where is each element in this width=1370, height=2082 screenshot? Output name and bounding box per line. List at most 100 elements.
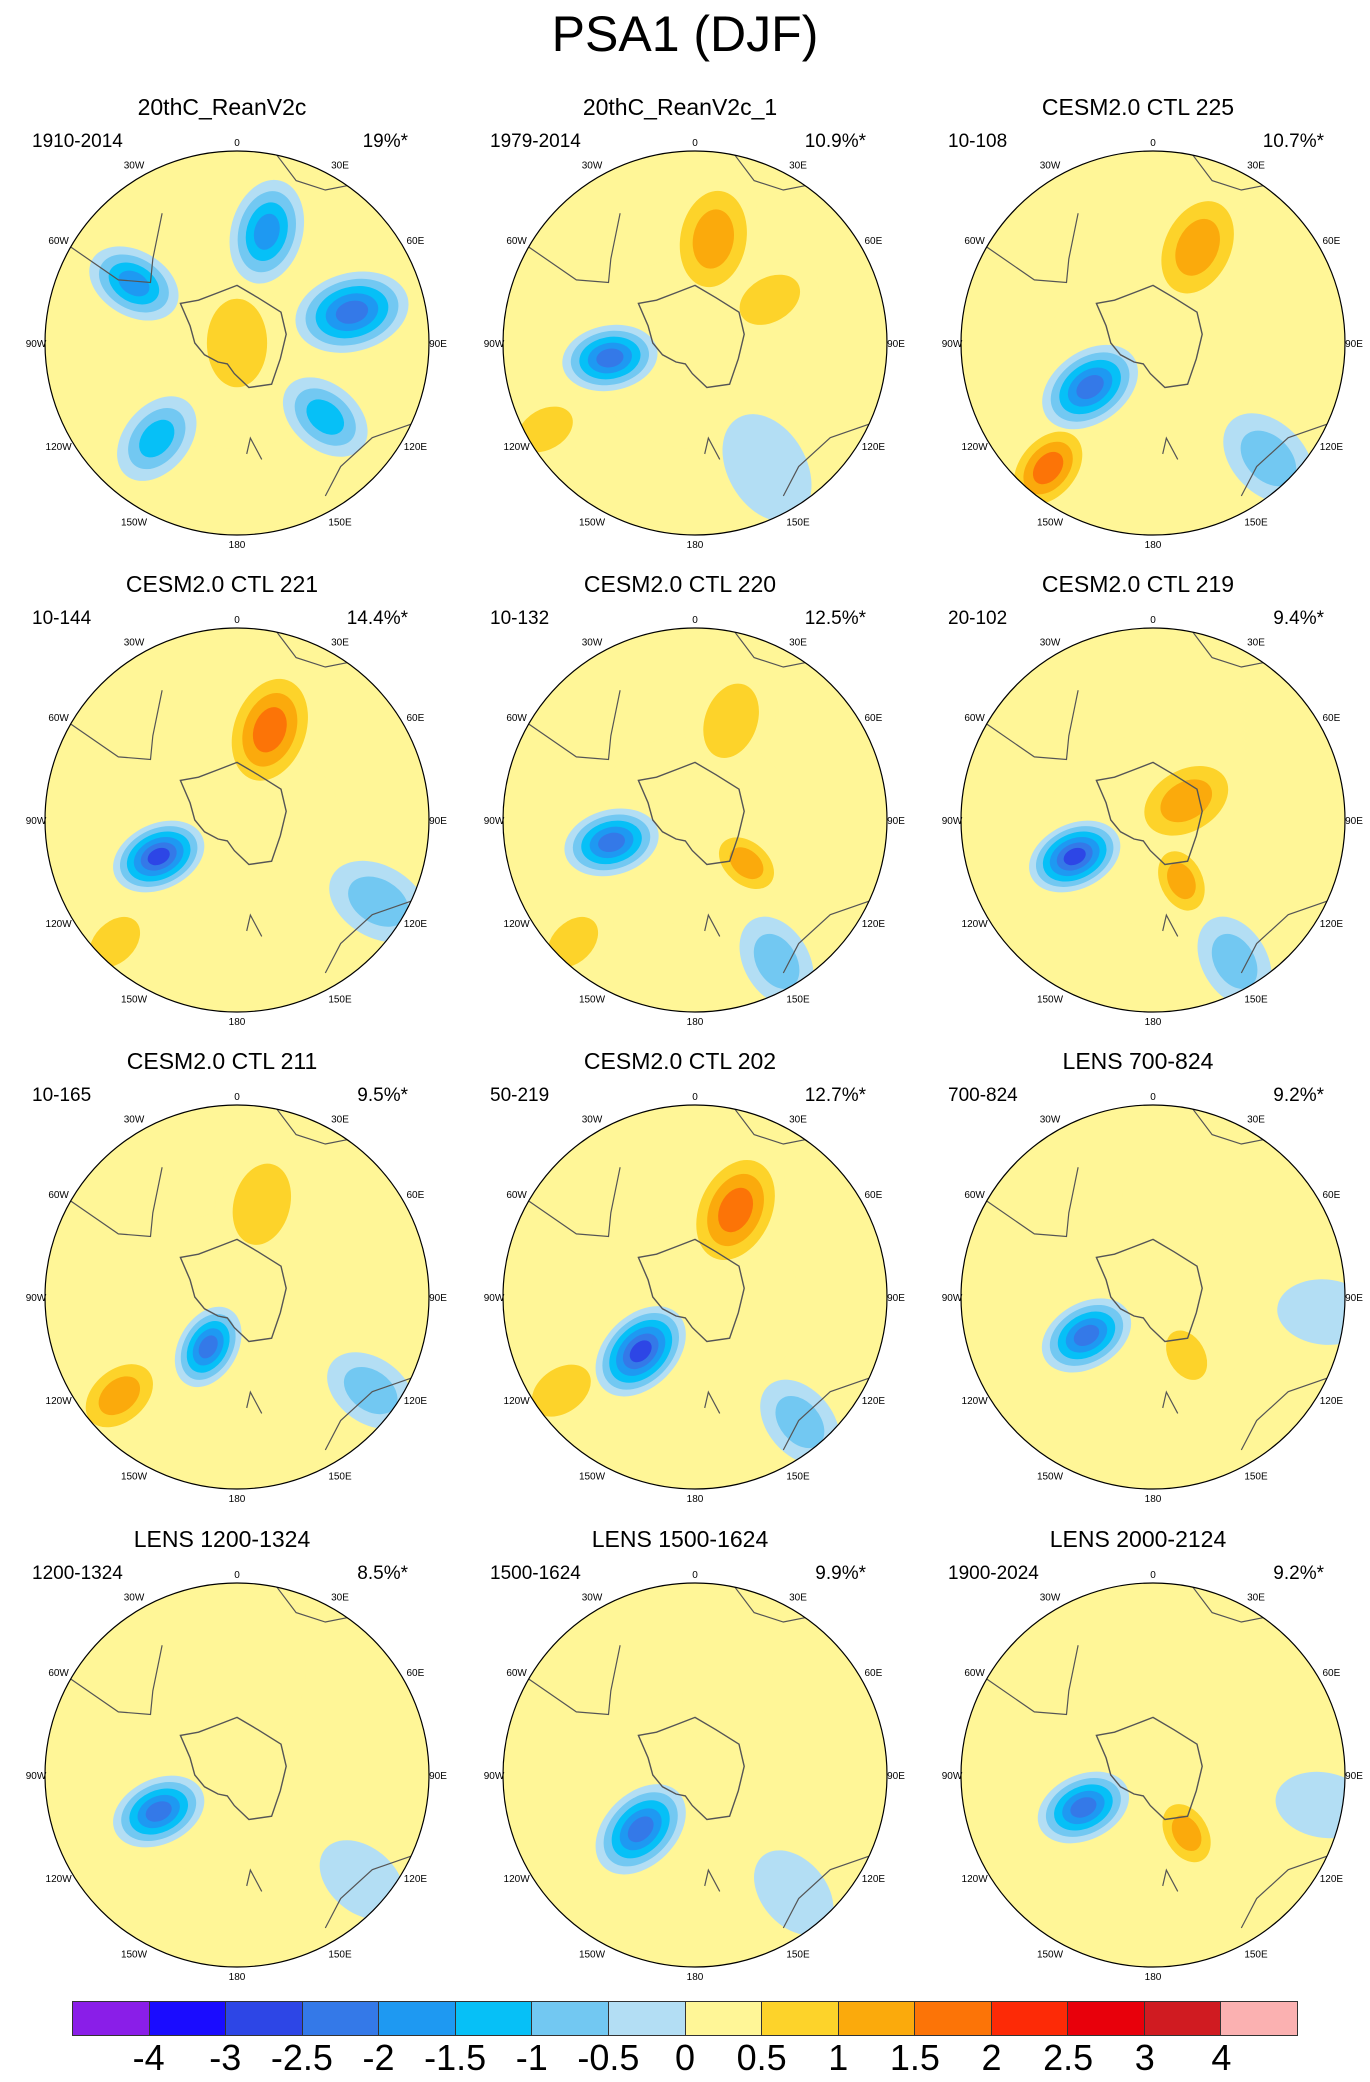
longitude-label: 90W — [484, 1293, 505, 1304]
longitude-label: 0 — [1150, 1092, 1156, 1103]
map-boundary — [44, 1582, 430, 1968]
africa-coastline — [276, 154, 348, 191]
contour-level — [1160, 779, 1213, 823]
longitude-label: 90W — [942, 339, 963, 350]
explained-variance-label: 10.9%* — [804, 131, 866, 152]
new-zealand-coastline — [704, 1390, 721, 1414]
polar-stereographic-map: 0 30E 60E 90E 120E 150E 180 150W 120W 90W 60W 30W — [26, 1570, 448, 1983]
longitude-label: 30E — [331, 161, 349, 172]
longitude-label: 90E — [429, 816, 447, 827]
contour-level — [531, 1364, 591, 1417]
period-label: 1979-2014 — [490, 131, 581, 152]
contour-level — [1073, 1324, 1100, 1346]
longitude-label: 120E — [1320, 442, 1344, 453]
new-zealand-coastline — [704, 436, 721, 460]
map-boundary — [502, 150, 888, 536]
colorbar-tick-label: -2 — [362, 2037, 395, 2078]
longitude-label: 180 — [229, 1972, 246, 1983]
longitude-label: 30W — [124, 638, 145, 649]
colorbar-tick-label: 2 — [981, 2037, 1002, 2078]
polar-stereographic-map: 0 30E 60E 90E 120E 150E 180 150W 120W 90W 60W 30W — [26, 1092, 448, 1505]
africa-coastline — [1192, 631, 1264, 668]
contour-level — [754, 1850, 834, 1935]
panel-title: LENS 1200-1324 — [133, 1526, 311, 1552]
longitude-label: 90E — [1345, 1771, 1363, 1782]
africa-coastline — [734, 631, 806, 668]
polar-stereographic-map: 0 30E 60E 90E 120E 150E 180 150W 120W 90W 60W 30W — [942, 615, 1364, 1028]
map-boundary — [502, 627, 888, 1013]
antarctica-coastline — [637, 1716, 745, 1821]
colorbar-tick-label: 2.5 — [1043, 2037, 1094, 2078]
explained-variance-label: 9.9%* — [815, 1563, 866, 1584]
period-label: 10-132 — [490, 608, 550, 629]
longitude-label: 60W — [964, 713, 985, 724]
longitude-label: 60W — [964, 1190, 985, 1201]
antarctica-coastline — [637, 1238, 745, 1343]
longitude-label: 150E — [786, 1949, 810, 1960]
contour-level — [1277, 1279, 1345, 1345]
contour-level — [306, 399, 345, 435]
colorbar-segment — [379, 2002, 456, 2035]
period-label: 1910-2014 — [32, 131, 123, 152]
contour-level — [596, 348, 624, 368]
longitude-label: 180 — [229, 540, 246, 551]
africa-coastline — [1192, 1586, 1264, 1623]
australia-coastline — [782, 1377, 870, 1451]
longitude-label: 120W — [504, 1874, 531, 1885]
australia-coastline — [324, 900, 412, 974]
longitude-label: 150W — [579, 994, 606, 1005]
longitude-label: 0 — [234, 1570, 240, 1581]
map-panel: CESM2.0 CTL 202 50-219 12.7%* 0 30E 60E 90E 120… — [460, 1047, 906, 1507]
longitude-label: 30E — [789, 1115, 807, 1126]
longitude-label: 0 — [692, 1092, 698, 1103]
contour-level — [753, 933, 800, 989]
longitude-label: 30E — [1247, 638, 1265, 649]
contour-level — [253, 213, 280, 250]
longitude-label: 120E — [404, 1874, 428, 1885]
colorbar-segment — [1068, 2002, 1145, 2035]
longitude-label: 150E — [786, 994, 810, 1005]
africa-coastline — [276, 1586, 348, 1623]
colorbar-segment — [149, 2002, 227, 2035]
longitude-label: 90W — [26, 1293, 47, 1304]
longitude-label: 180 — [687, 1972, 704, 1983]
longitude-label: 120E — [862, 442, 886, 453]
longitude-label: 120E — [1320, 919, 1344, 930]
longitude-label: 120W — [46, 1874, 73, 1885]
longitude-label: 90E — [1345, 339, 1363, 350]
map-boundary — [960, 1104, 1346, 1490]
longitude-label: 90W — [26, 1771, 47, 1782]
longitude-label: 120E — [404, 442, 428, 453]
longitude-label: 120E — [404, 919, 428, 930]
contour-level — [703, 683, 759, 758]
longitude-label: 30W — [582, 1593, 603, 1604]
contour-level — [598, 832, 626, 853]
longitude-label: 120W — [962, 1396, 989, 1407]
contour-level — [1167, 862, 1196, 900]
contour-level — [1140, 1624, 1232, 1746]
africa-coastline — [734, 1586, 806, 1623]
africa-coastline — [734, 1108, 806, 1145]
australia-coastline — [1240, 1377, 1328, 1451]
longitude-label: 60W — [506, 1668, 527, 1679]
colorbar-segment — [226, 2002, 303, 2035]
longitude-label: 30W — [582, 638, 603, 649]
longitude-label: 180 — [229, 1017, 246, 1028]
map-panel: LENS 1500-1624 1500-1624 9.9%* 0 30E 60E 90E 12… — [460, 1525, 906, 1985]
contour-level — [682, 1624, 774, 1746]
south-america-coastline — [528, 1167, 621, 1238]
contour-level — [139, 419, 175, 458]
longitude-label: 30W — [1040, 161, 1061, 172]
colorbar-tick-label: -1.5 — [424, 2037, 487, 2078]
colorbar-tick-label: 1 — [828, 2037, 849, 2078]
antarctica-coastline — [179, 1716, 287, 1821]
australia-coastline — [324, 1855, 412, 1929]
contour-level — [147, 847, 170, 866]
longitude-label: 180 — [687, 540, 704, 551]
contour-level — [1240, 430, 1297, 487]
contour-level — [1076, 374, 1104, 400]
longitude-label: 30E — [331, 638, 349, 649]
colorbar-segment — [1221, 2002, 1297, 2035]
longitude-label: 150E — [328, 517, 352, 528]
panel-title: CESM2.0 CTL 225 — [1041, 94, 1235, 120]
